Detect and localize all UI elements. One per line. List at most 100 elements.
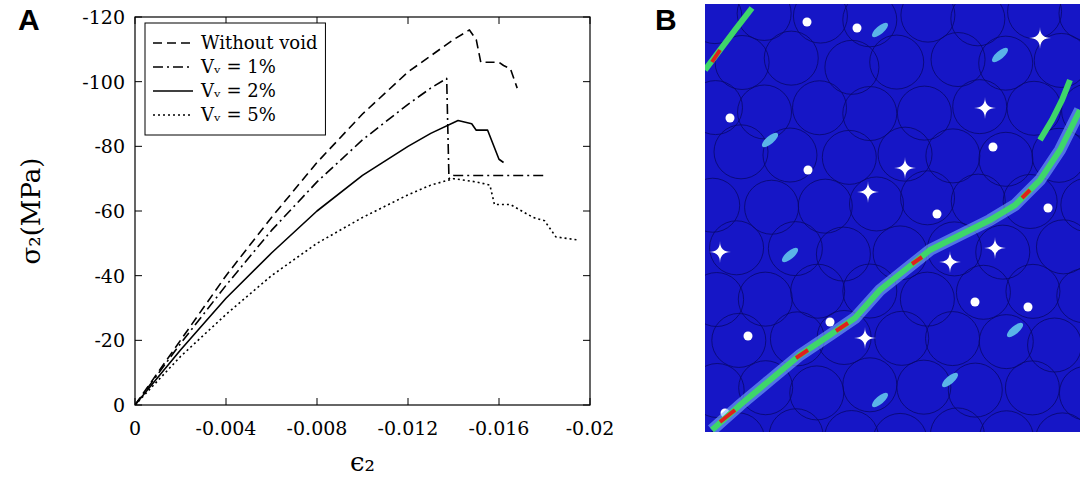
matrix-gap (857, 181, 879, 203)
matrix-gap (854, 327, 876, 349)
legend: Without voidVᵥ = 1%Vᵥ = 2%Vᵥ = 5% (145, 23, 325, 135)
legend-box (145, 23, 325, 135)
matrix-gap (939, 251, 961, 273)
x-tick-label: -0.008 (287, 417, 348, 439)
fibre-outline (897, 360, 951, 414)
void (853, 24, 862, 33)
y-tick-right (583, 17, 590, 18)
x-tick-label: -0.012 (378, 417, 439, 439)
legend-label: Vᵥ = 1% (200, 56, 276, 77)
void (1044, 204, 1053, 213)
damage-band (705, 8, 752, 70)
panel-letter: A (18, 3, 40, 36)
void (933, 210, 942, 219)
fibre-outline (738, 85, 792, 139)
fibre-outline (793, 4, 847, 43)
y-tick-label: -80 (94, 135, 125, 157)
damage-halo (712, 110, 1080, 430)
fibre-outline (979, 315, 1033, 369)
fibre-outline (843, 358, 897, 412)
fibre-outline (870, 35, 924, 89)
y-tick-label: -60 (94, 200, 125, 222)
legend-swatch (153, 42, 193, 44)
x-tick-label: -0.02 (566, 417, 615, 439)
fibre-outline (849, 177, 903, 231)
damage-patch (990, 46, 1010, 65)
fibre-outline (712, 313, 766, 367)
matrix-gap (1029, 27, 1051, 49)
fibre-outline (901, 171, 955, 225)
x-tick (226, 398, 227, 405)
figure-root: A0-0.004-0.008-0.012-0.016-0.020-20-40-6… (0, 0, 1086, 489)
fibre-outline (1057, 269, 1080, 323)
x-tick-top (499, 17, 500, 24)
x-tick (408, 398, 409, 405)
fibre-outline (1006, 264, 1060, 318)
matrix-gap (894, 157, 916, 179)
fibre-outline (901, 4, 955, 42)
series-line (135, 120, 504, 405)
fibre-outline (793, 81, 847, 135)
y-tick (135, 211, 142, 212)
legend-swatch (153, 90, 193, 92)
void (971, 298, 980, 307)
fibre-outline (873, 413, 927, 432)
y-tick (135, 81, 142, 82)
fibre-outline (714, 125, 768, 179)
fibre-outline (926, 312, 980, 366)
matrix-gap (984, 237, 1006, 259)
y-tick-label: -120 (82, 6, 125, 28)
fibre-outline (710, 221, 764, 275)
panel-letter: B (655, 3, 677, 36)
y-tick (135, 146, 142, 147)
x-axis-title: ϵ₂ (350, 447, 375, 477)
damage-peak (1022, 190, 1030, 198)
x-tick (590, 398, 591, 405)
y-tick-label: -40 (94, 265, 125, 287)
x-tick-top (408, 17, 409, 24)
y-tick-label: -20 (94, 329, 125, 351)
y-axis-title: σ₂(MPa) (16, 158, 46, 265)
damage-patch (940, 371, 960, 390)
void (803, 18, 812, 27)
fibre-outline (1036, 220, 1080, 274)
x-tick-label: -0.004 (196, 417, 257, 439)
y-tick-label: -100 (82, 71, 125, 93)
damage-patch (1005, 321, 1025, 340)
x-tick (317, 398, 318, 405)
void (744, 332, 753, 341)
fibre-outline (1028, 318, 1080, 372)
fibre-outline (1007, 81, 1061, 135)
fibre-outline (798, 179, 852, 233)
fibre-outline (822, 130, 876, 184)
fibre-outline (825, 411, 879, 432)
legend-label: Without void (201, 32, 317, 53)
matrix-gap (974, 97, 996, 119)
fibre-outline (931, 33, 985, 87)
y-tick (135, 275, 142, 276)
fibre-outline (1035, 413, 1080, 432)
fibre-outline (1005, 361, 1059, 415)
y-tick-right (583, 340, 590, 341)
fibre-outline (948, 363, 1002, 417)
x-tick-top (590, 17, 591, 24)
x-tick (499, 398, 500, 405)
fibre-outline (764, 31, 818, 85)
void (804, 166, 813, 175)
plot-frame (135, 17, 590, 405)
y-tick-right (583, 81, 590, 82)
legend-swatch (153, 66, 193, 68)
matrix-gap (709, 241, 731, 263)
fibre-outline (875, 311, 929, 365)
figure: A0-0.004-0.008-0.012-0.016-0.020-20-40-6… (0, 0, 1086, 489)
damage-patch (870, 21, 890, 40)
damage-patch (760, 131, 780, 150)
fibre-outline (951, 4, 1005, 46)
void (826, 318, 835, 327)
fibre-outline (738, 272, 792, 326)
void (989, 143, 998, 152)
fibre-outline (930, 408, 984, 432)
damage-band (1040, 80, 1070, 140)
fibre-outline (705, 178, 740, 232)
simulation-image (705, 4, 1080, 432)
